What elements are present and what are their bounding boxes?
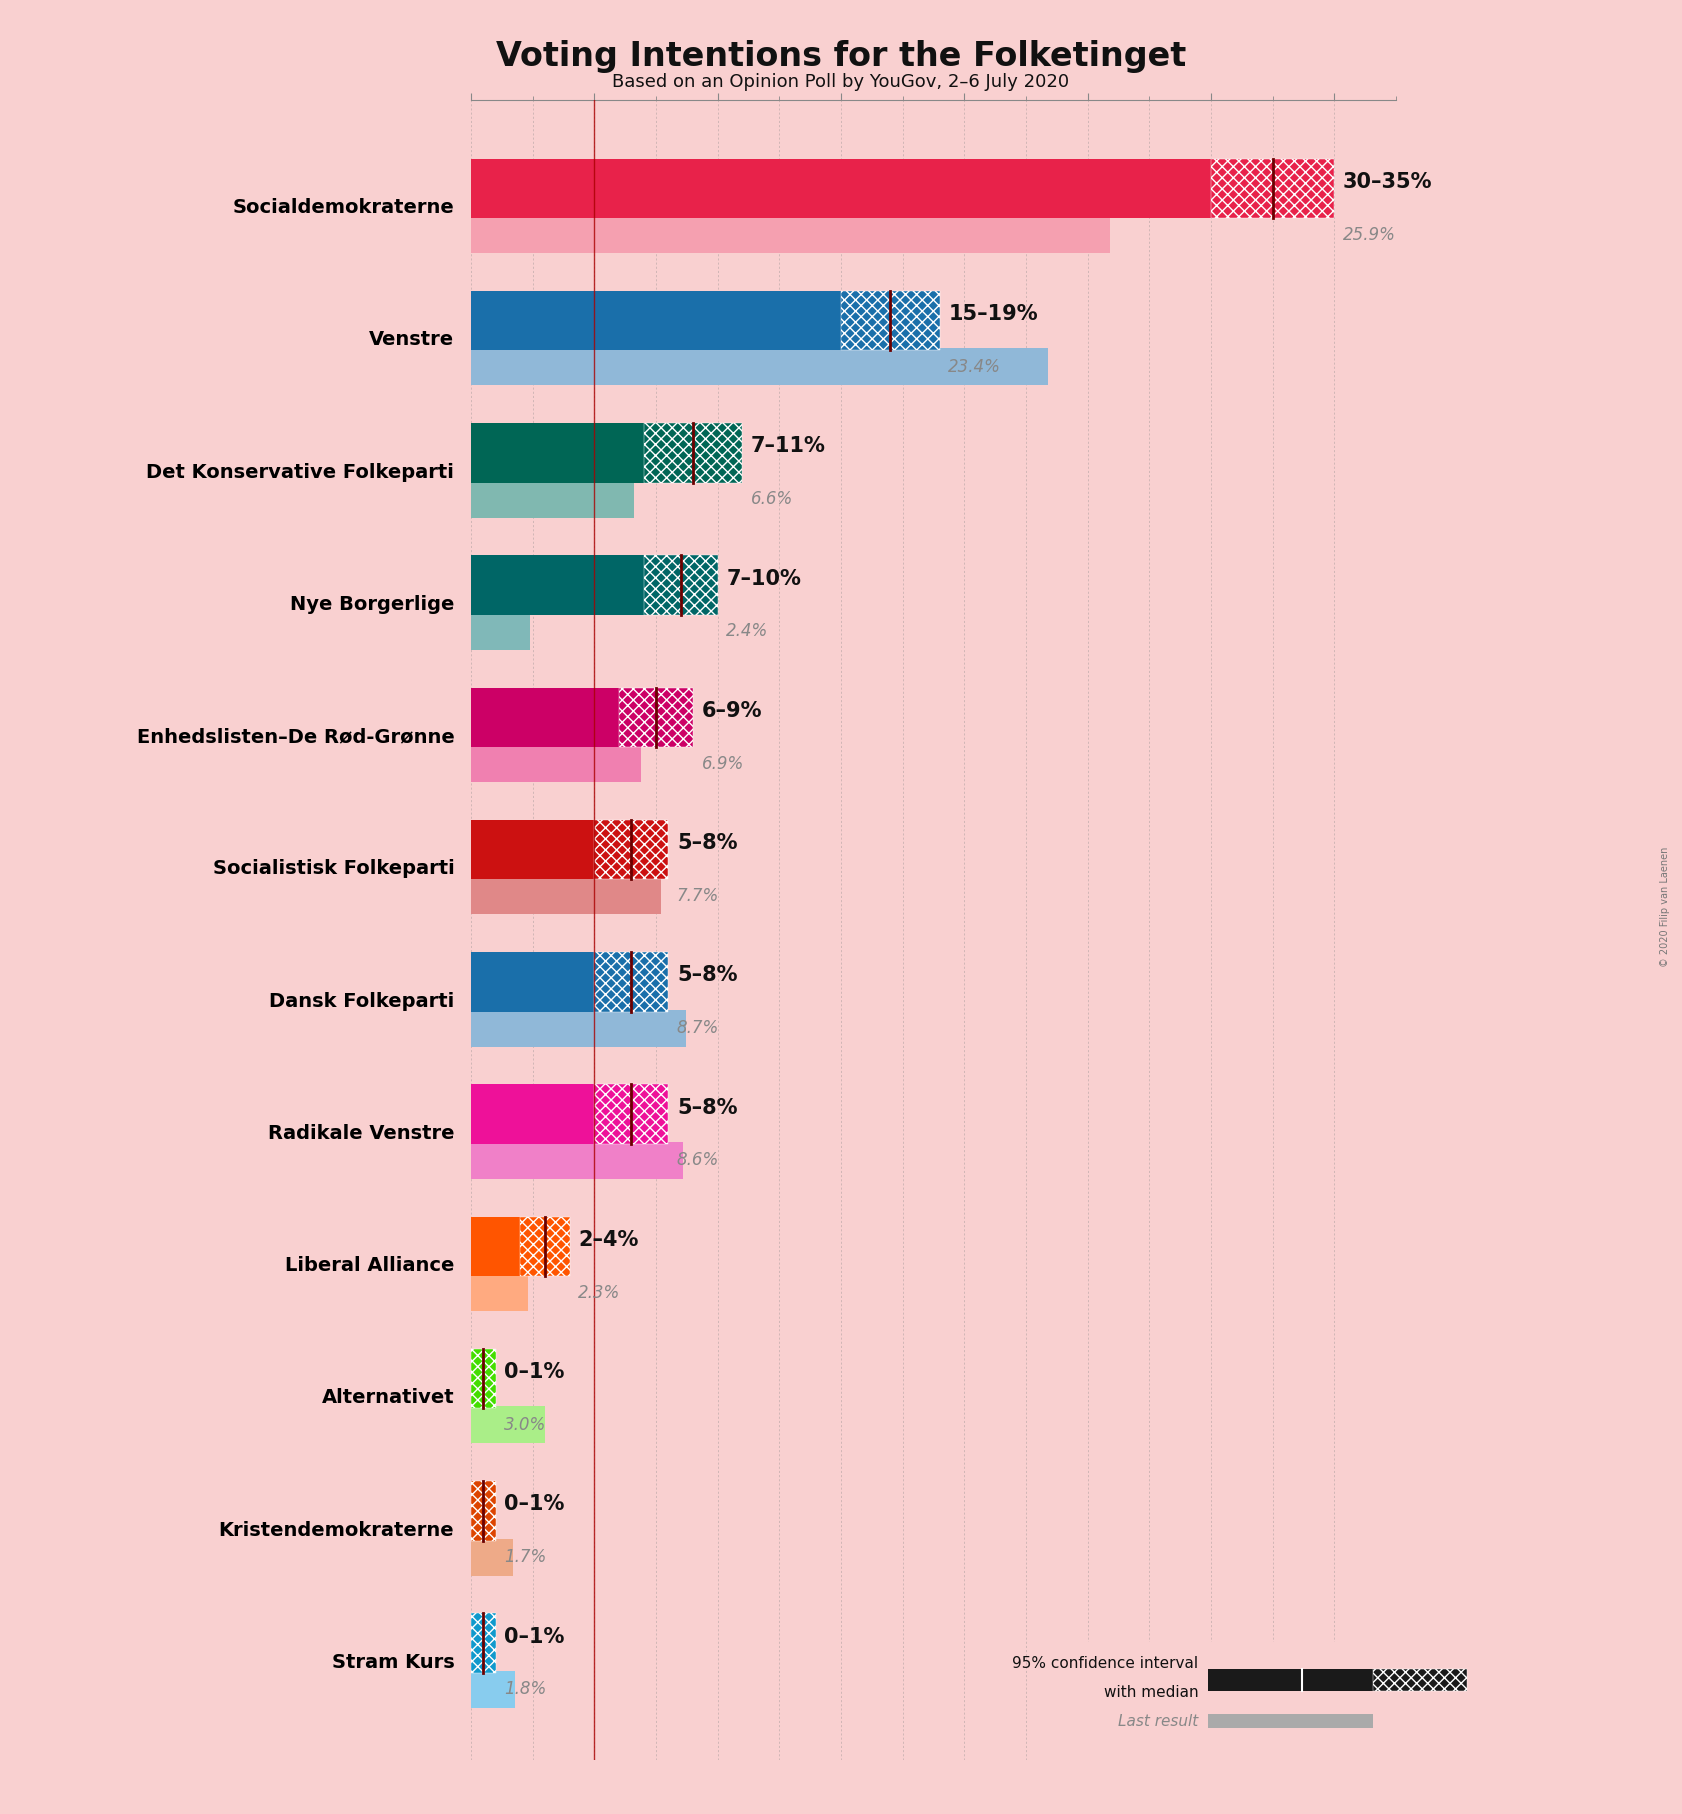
Text: 2–4%: 2–4% — [579, 1230, 639, 1250]
Bar — [471, 1350, 496, 1408]
Text: 8.6%: 8.6% — [676, 1152, 720, 1170]
Bar — [644, 555, 718, 615]
Text: 0–1%: 0–1% — [505, 1627, 565, 1647]
Text: © 2020 Filip van Laenen: © 2020 Filip van Laenen — [1660, 847, 1670, 967]
Bar — [471, 481, 634, 517]
Bar — [471, 423, 742, 483]
Bar — [471, 1350, 496, 1408]
Bar — [471, 1671, 515, 1709]
Bar — [471, 1613, 496, 1673]
Bar — [471, 1273, 528, 1312]
Text: with median: with median — [1103, 1685, 1198, 1700]
Text: Voting Intentions for the Folketinget: Voting Intentions for the Folketinget — [496, 40, 1186, 73]
Text: Last result: Last result — [1119, 1714, 1198, 1729]
Bar — [471, 1482, 496, 1540]
Bar — [471, 1217, 570, 1277]
Bar — [471, 613, 530, 649]
Text: 95% confidence interval: 95% confidence interval — [1013, 1656, 1198, 1671]
Bar — [520, 1217, 570, 1277]
Text: 25.9%: 25.9% — [1342, 225, 1396, 243]
Bar — [619, 688, 693, 747]
Bar — [594, 1085, 668, 1145]
Text: Based on an Opinion Poll by YouGov, 2–6 July 2020: Based on an Opinion Poll by YouGov, 2–6 … — [612, 73, 1070, 91]
Text: 30–35%: 30–35% — [1342, 172, 1433, 192]
Bar — [594, 820, 668, 880]
Bar — [841, 290, 940, 350]
Text: 6.9%: 6.9% — [701, 755, 743, 773]
Text: 7–10%: 7–10% — [727, 568, 801, 588]
Bar — [644, 423, 742, 483]
Bar — [471, 878, 661, 914]
Bar — [471, 290, 940, 350]
Text: 5–8%: 5–8% — [676, 965, 737, 985]
Bar — [1211, 158, 1334, 218]
Bar — [471, 688, 693, 747]
Text: 6.6%: 6.6% — [750, 490, 794, 508]
Bar — [594, 952, 668, 1012]
Text: 7.7%: 7.7% — [676, 887, 720, 905]
Bar — [471, 1613, 496, 1673]
Bar — [471, 1482, 496, 1540]
Bar — [471, 820, 668, 880]
Bar — [471, 216, 1110, 254]
Bar — [471, 952, 668, 1012]
Text: 15–19%: 15–19% — [949, 305, 1038, 325]
Text: 7–11%: 7–11% — [750, 437, 826, 457]
Text: 0–1%: 0–1% — [505, 1362, 565, 1382]
Text: 3.0%: 3.0% — [505, 1417, 547, 1435]
Bar — [471, 1010, 686, 1047]
Text: 8.7%: 8.7% — [676, 1019, 720, 1038]
Bar — [471, 348, 1048, 385]
Text: 2.3%: 2.3% — [579, 1284, 621, 1302]
Bar — [471, 746, 641, 782]
Bar — [471, 1538, 513, 1576]
Text: 6–9%: 6–9% — [701, 700, 762, 720]
Bar — [1208, 1714, 1373, 1729]
Bar — [1373, 1669, 1467, 1691]
Bar — [1208, 1669, 1373, 1691]
Text: 5–8%: 5–8% — [676, 1097, 737, 1117]
Bar — [471, 1085, 668, 1145]
Text: 1.7%: 1.7% — [505, 1547, 547, 1565]
Text: 23.4%: 23.4% — [949, 357, 1001, 375]
Bar — [471, 158, 1334, 218]
Bar — [471, 1406, 545, 1444]
Bar — [471, 1143, 683, 1179]
Bar — [471, 555, 718, 615]
Text: 5–8%: 5–8% — [676, 833, 737, 853]
Text: 2.4%: 2.4% — [727, 622, 769, 640]
Text: 0–1%: 0–1% — [505, 1495, 565, 1515]
Text: 1.8%: 1.8% — [505, 1680, 547, 1698]
